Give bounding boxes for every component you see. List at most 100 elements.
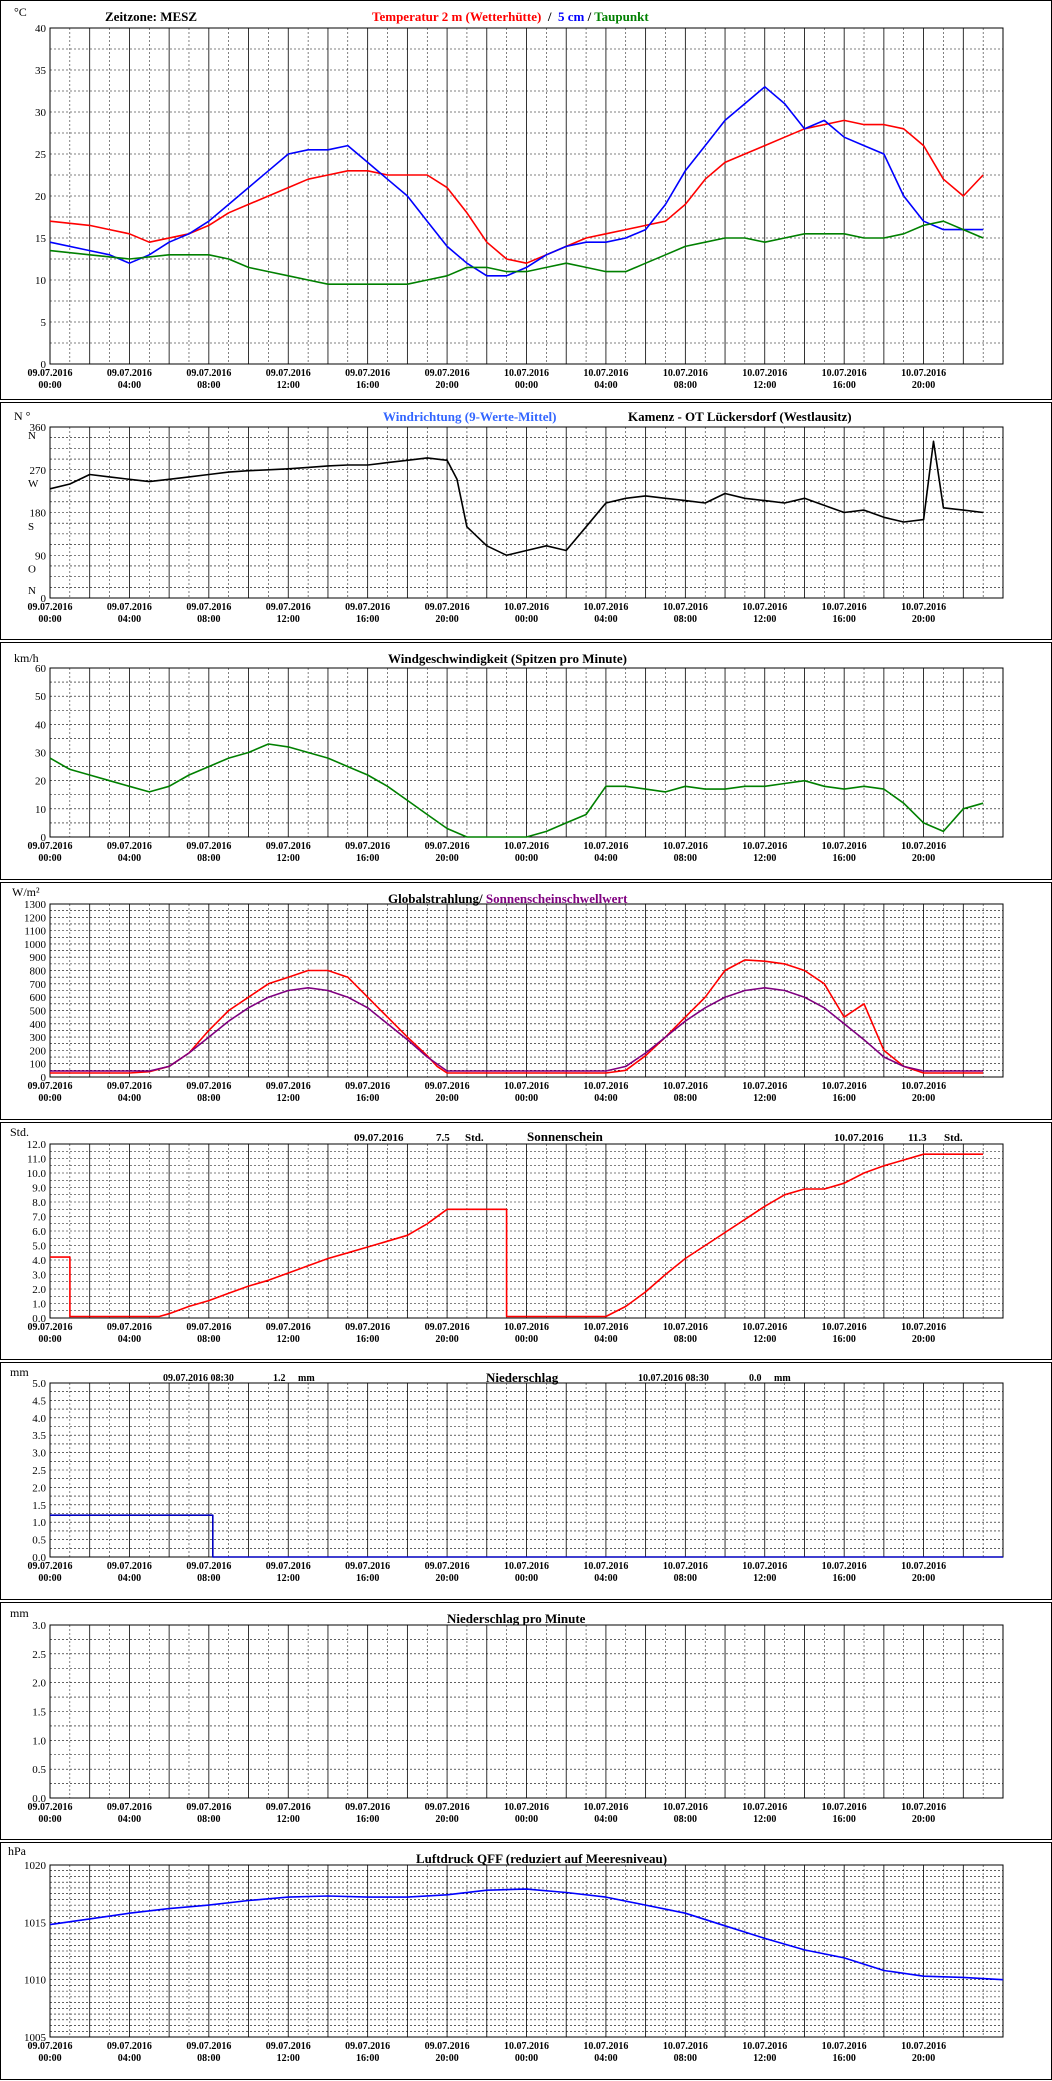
y-tick-label: 0 [41, 832, 47, 844]
x-tick-time: 12:00 [277, 1573, 300, 1584]
sunshine-day2-value: 11.3 [908, 1132, 927, 1144]
x-tick-time: 12:00 [753, 380, 776, 391]
x-tick-date: 09.07.2016 [186, 2041, 231, 2052]
series-layer [49, 86, 1004, 1981]
x-tick-date: 09.07.2016 [345, 1081, 390, 1092]
sunshine-title: Sonnenschein [527, 1129, 604, 1144]
x-tick-date: 10.07.2016 [583, 2041, 628, 2052]
x-tick-date: 10.07.2016 [663, 2041, 708, 2052]
x-tick-time: 20:00 [912, 1334, 935, 1345]
x-tick-time: 04:00 [594, 1573, 617, 1584]
x-tick-date: 10.07.2016 [822, 602, 867, 613]
temperature-series-0 [49, 119, 984, 265]
x-tick-time: 08:00 [674, 1093, 697, 1104]
x-tick-time: 08:00 [197, 1334, 220, 1345]
text-layer: °C Zeitzone: MESZ Temperatur 2 m (Wetter… [8, 5, 963, 2064]
y-tick-label: 400 [30, 1019, 47, 1031]
x-tick-time: 12:00 [277, 380, 300, 391]
y-tick-label: 1015 [24, 1917, 47, 1929]
x-tick-date: 10.07.2016 [901, 1081, 946, 1092]
x-tick-date: 09.07.2016 [345, 1322, 390, 1333]
x-tick-time: 08:00 [197, 380, 220, 391]
precipitation-grid [0, 1362, 1052, 1600]
sunshine-day2-date: 10.07.2016 [834, 1132, 884, 1144]
legend-5cm: 5 cm [558, 9, 585, 24]
y-tick-label: 500 [30, 1005, 47, 1017]
temperature-plot-area [49, 27, 1004, 365]
x-tick-date: 10.07.2016 [663, 368, 708, 379]
x-tick-time: 00:00 [515, 2053, 538, 2064]
x-tick-date: 09.07.2016 [28, 2041, 73, 2052]
x-tick-time: 12:00 [277, 853, 300, 864]
precip-minute-unit: mm [10, 1606, 29, 1620]
x-tick-time: 20:00 [912, 1093, 935, 1104]
x-tick-date: 10.07.2016 [663, 841, 708, 852]
x-tick-time: 20:00 [435, 1573, 458, 1584]
sunshine-unit: Std. [10, 1125, 29, 1139]
precipitation_minute-plot-area [49, 1624, 1004, 1799]
x-tick-date: 10.07.2016 [504, 602, 549, 613]
radiation-series-0 [50, 959, 984, 1074]
x-tick-date: 10.07.2016 [822, 1802, 867, 1813]
x-tick-time: 04:00 [118, 2053, 141, 2064]
y-tick-label: 3.0 [32, 1620, 46, 1632]
legend-temp: Temperatur 2 m (Wetterhütte) [372, 9, 541, 24]
x-tick-date: 10.07.2016 [742, 368, 787, 379]
x-tick-date: 10.07.2016 [901, 841, 946, 852]
x-tick-time: 08:00 [197, 2053, 220, 2064]
x-tick-date: 09.07.2016 [266, 1561, 311, 1572]
x-tick-time: 00:00 [515, 1093, 538, 1104]
x-tick-time: 00:00 [515, 853, 538, 864]
x-tick-date: 09.07.2016 [425, 368, 470, 379]
x-tick-date: 10.07.2016 [583, 368, 628, 379]
y-tick-label: 20 [35, 191, 47, 203]
x-tick-time: 20:00 [435, 1093, 458, 1104]
x-tick-date: 10.07.2016 [742, 2041, 787, 2052]
sunshine-series-0 [50, 1153, 984, 1318]
x-tick-date: 09.07.2016 [266, 368, 311, 379]
y-tick-label: 0.5 [32, 1535, 46, 1547]
y-tick-label: 5 [41, 317, 47, 329]
y-tick-label: 2.0 [32, 1482, 46, 1494]
x-tick-date: 10.07.2016 [742, 1561, 787, 1572]
y-tick-label: 20 [35, 776, 47, 788]
y-tick-label: 2.5 [32, 1649, 46, 1661]
y-tick-label: 2.5 [32, 1465, 46, 1477]
x-tick-time: 16:00 [356, 2053, 379, 2064]
radiation-unit: W/m² [12, 885, 40, 899]
precip-minute-title: Niederschlag pro Minute [447, 1611, 586, 1626]
compass-label: N [28, 585, 36, 597]
legend-sep2: / [584, 9, 594, 24]
x-tick-time: 12:00 [277, 1093, 300, 1104]
x-tick-time: 08:00 [197, 1573, 220, 1584]
x-tick-date: 09.07.2016 [345, 1561, 390, 1572]
x-tick-time: 04:00 [118, 853, 141, 864]
y-tick-label: 5.0 [32, 1378, 46, 1390]
y-tick-label: 50 [35, 691, 47, 703]
wind_direction-series-0 [49, 440, 984, 557]
x-tick-time: 12:00 [277, 1334, 300, 1345]
wind_direction-grid [0, 402, 1052, 640]
pressure-plot-area [49, 1864, 1004, 2038]
x-tick-date: 10.07.2016 [822, 2041, 867, 2052]
sunshine-day1-date: 09.07.2016 [354, 1132, 404, 1144]
precip-day2-unit: mm [774, 1373, 791, 1384]
x-tick-date: 10.07.2016 [901, 1561, 946, 1572]
y-tick-label: 180 [30, 508, 47, 520]
x-tick-time: 16:00 [356, 1814, 379, 1825]
x-tick-date: 09.07.2016 [107, 2041, 152, 2052]
x-tick-date: 09.07.2016 [107, 1081, 152, 1092]
x-tick-date: 09.07.2016 [266, 2041, 311, 2052]
y-tick-label: 360 [30, 422, 47, 434]
x-tick-time: 12:00 [277, 614, 300, 625]
x-tick-time: 16:00 [356, 614, 379, 625]
x-tick-date: 09.07.2016 [186, 1081, 231, 1092]
y-tick-label: 0 [41, 1072, 47, 1084]
x-tick-time: 08:00 [197, 853, 220, 864]
x-tick-date: 10.07.2016 [663, 1322, 708, 1333]
x-tick-time: 00:00 [38, 853, 61, 864]
x-tick-date: 09.07.2016 [425, 1561, 470, 1572]
x-tick-time: 16:00 [356, 1093, 379, 1104]
y-tick-label: 1.0 [32, 1299, 46, 1311]
